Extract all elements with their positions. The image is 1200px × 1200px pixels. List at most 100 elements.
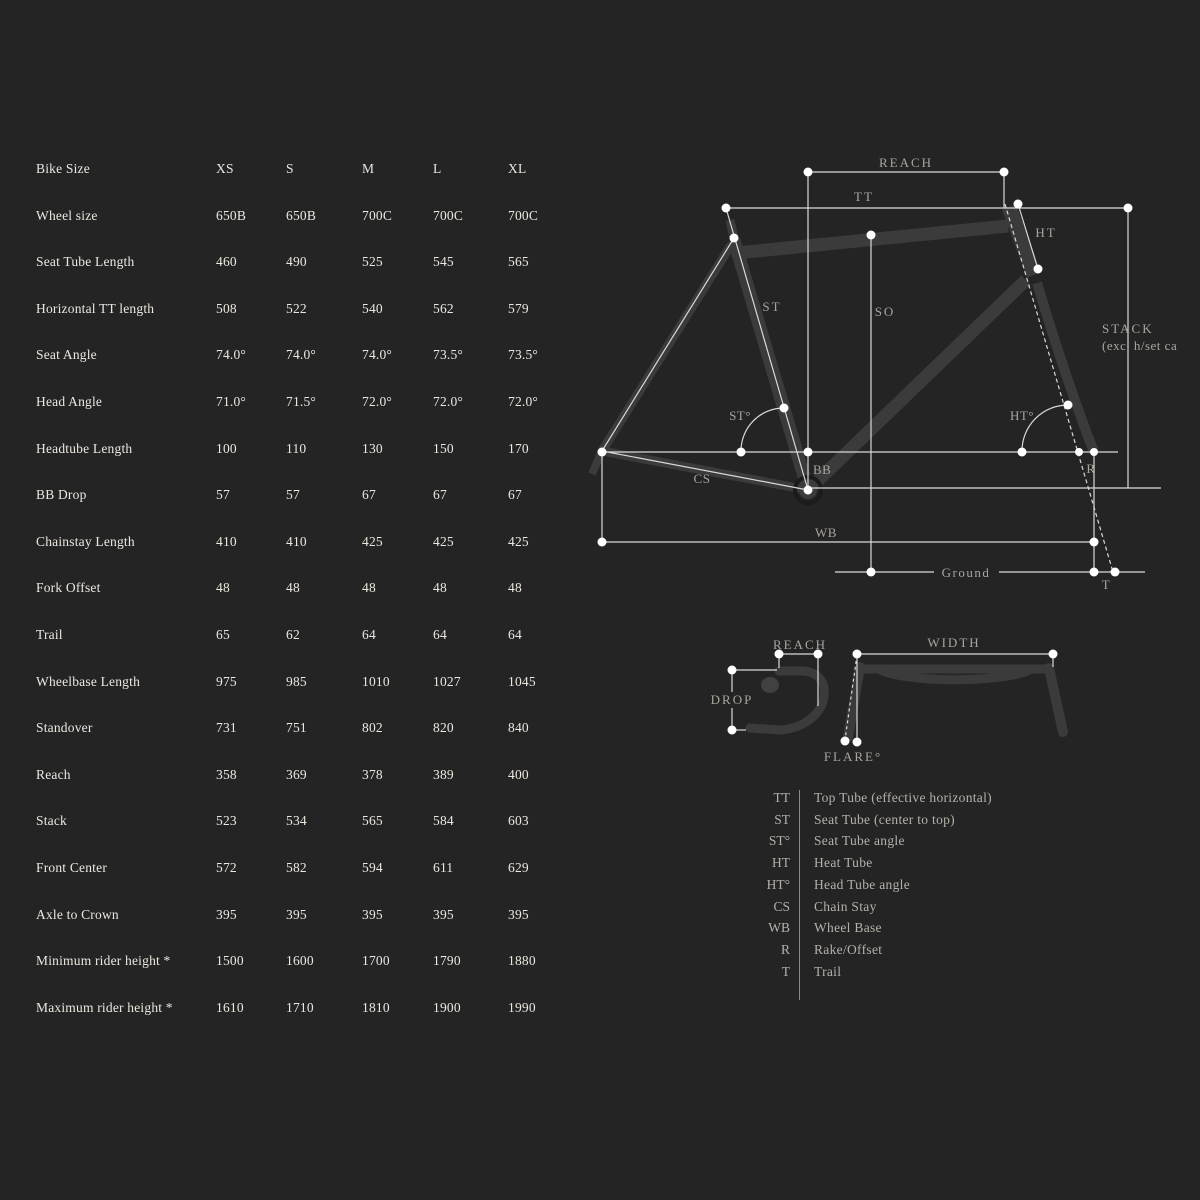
cell: 74.0° — [362, 347, 393, 363]
table-row: Minimum rider height * 1500 1600 1700 1790 18… — [36, 938, 566, 985]
cell: 48 — [286, 580, 300, 596]
geometry-diagram: REACH TT HT ST SO STACK (exc. h/set ca S… — [588, 155, 1177, 764]
legend-def: Rake/Offset — [814, 941, 883, 957]
stack-note-label: (exc. h/set ca — [1102, 338, 1177, 353]
table-row: Axle to Crown 395 395 395 395 395 — [36, 892, 566, 939]
table-row: Reach 358 369 378 389 400 — [36, 752, 566, 799]
bar-width-label: WIDTH — [927, 635, 980, 650]
cell: 975 — [216, 673, 237, 689]
cs-label: CS — [694, 471, 711, 486]
row-label: Maximum rider height * — [36, 999, 173, 1015]
drop-bar-profile — [745, 666, 829, 735]
cell: 1710 — [286, 999, 314, 1015]
brake-hood — [761, 677, 779, 693]
row-label: Reach — [36, 766, 71, 782]
trail-label: T — [1102, 577, 1110, 592]
table-row: Head Angle 71.0° 71.5° 72.0° 72.0° 72.0° — [36, 379, 566, 426]
bar-reach-label: REACH — [773, 637, 827, 652]
legend-abbr: WB — [768, 920, 790, 936]
bar-left-drop — [843, 662, 865, 742]
cell: 1990 — [508, 999, 536, 1015]
cell: 73.5° — [508, 347, 539, 363]
cell: 48 — [508, 580, 522, 596]
col-header-l: L — [433, 161, 442, 176]
cell: 582 — [286, 860, 307, 875]
cell: 395 — [508, 906, 529, 922]
cell: 395 — [286, 906, 307, 922]
geometry-table: Bike Size XS S M L XL Wheel size 650B 650B 700C 7… — [36, 146, 566, 1032]
cell: 71.0° — [216, 394, 247, 409]
cell: 523 — [216, 813, 237, 829]
rake-label: R — [1086, 461, 1095, 476]
cell: 985 — [286, 673, 307, 689]
row-label: Stack — [36, 813, 67, 829]
row-label: Seat Angle — [36, 347, 97, 363]
steering-axis-line — [1004, 203, 1114, 573]
cell: 358 — [216, 766, 237, 782]
legend-def: Heat Tube — [814, 855, 873, 871]
legend-abbr: TT — [773, 790, 791, 805]
legend-def: Chain Stay — [814, 898, 877, 914]
cell: 67 — [362, 487, 376, 503]
legend-def: Top Tube (effective horizontal) — [814, 790, 992, 805]
handlebar-side-view: REACH DROP — [711, 637, 829, 735]
table-row: Stack 523 534 565 584 603 — [36, 798, 566, 845]
table-row: Chainstay Length 410 410 425 425 425 — [36, 519, 566, 566]
handlebar-front-view: WIDTH FLARE° — [824, 635, 1068, 764]
cell: 629 — [508, 860, 529, 875]
row-label: Fork Offset — [36, 580, 101, 596]
reach-label: REACH — [879, 155, 933, 170]
legend-abbr: ST — [774, 811, 790, 827]
head-tube — [1001, 204, 1042, 278]
legend-abbr: HT — [772, 855, 790, 871]
cell: 508 — [216, 300, 237, 316]
row-label: Horizontal TT length — [36, 300, 155, 316]
cell: 170 — [508, 440, 529, 456]
table-header-row: Bike Size XS S M L XL — [36, 146, 566, 193]
cell: 731 — [216, 720, 237, 736]
fork — [1032, 281, 1099, 454]
cell: 72.0° — [362, 394, 393, 409]
cell: 150 — [433, 440, 454, 456]
row-label: Headtube Length — [36, 440, 133, 456]
bar-aero-bulge — [878, 665, 1032, 685]
down-tube — [803, 275, 1031, 495]
cell: 71.5° — [286, 394, 317, 409]
cell: 48 — [362, 580, 376, 596]
table-row: Horizontal TT length 508 522 540 562 579 — [36, 286, 566, 333]
cell: 110 — [286, 440, 307, 456]
row-label: Front Center — [36, 860, 108, 875]
ht-label: HT — [1035, 225, 1056, 240]
cell: 522 — [286, 300, 307, 316]
ground-label: Ground — [942, 565, 991, 580]
cell: 572 — [216, 860, 237, 875]
legend-def: Seat Tube angle — [814, 833, 905, 849]
cell: 74.0° — [216, 347, 247, 363]
legend-def: Head Tube angle — [814, 876, 910, 892]
legend-abbr: CS — [773, 898, 790, 914]
table-header-label: Bike Size — [36, 161, 90, 176]
cell: 67 — [508, 487, 522, 503]
row-label: Minimum rider height * — [36, 953, 171, 969]
cell: 48 — [216, 580, 230, 596]
legend-abbr: HT° — [766, 876, 790, 892]
row-label: Wheel size — [36, 207, 98, 223]
legend-def: Trail — [814, 963, 842, 979]
table-row: Fork Offset 48 48 48 48 48 — [36, 565, 566, 612]
cell: 1810 — [362, 999, 390, 1015]
cell: 545 — [433, 254, 454, 270]
legend-divider — [799, 790, 800, 1000]
cell: 64 — [362, 627, 376, 642]
cell: 67 — [433, 487, 447, 503]
cell: 395 — [433, 906, 454, 922]
table-row: Headtube Length 100 110 130 150 170 — [36, 426, 566, 473]
row-label: BB Drop — [36, 487, 87, 503]
cell: 130 — [362, 440, 383, 456]
cell: 1045 — [508, 673, 536, 689]
row-label: Wheelbase Length — [36, 673, 141, 689]
legend-def: Wheel Base — [814, 920, 882, 936]
bb-label: BB — [813, 462, 831, 477]
cell: 460 — [216, 254, 237, 270]
cell: 425 — [508, 533, 529, 549]
